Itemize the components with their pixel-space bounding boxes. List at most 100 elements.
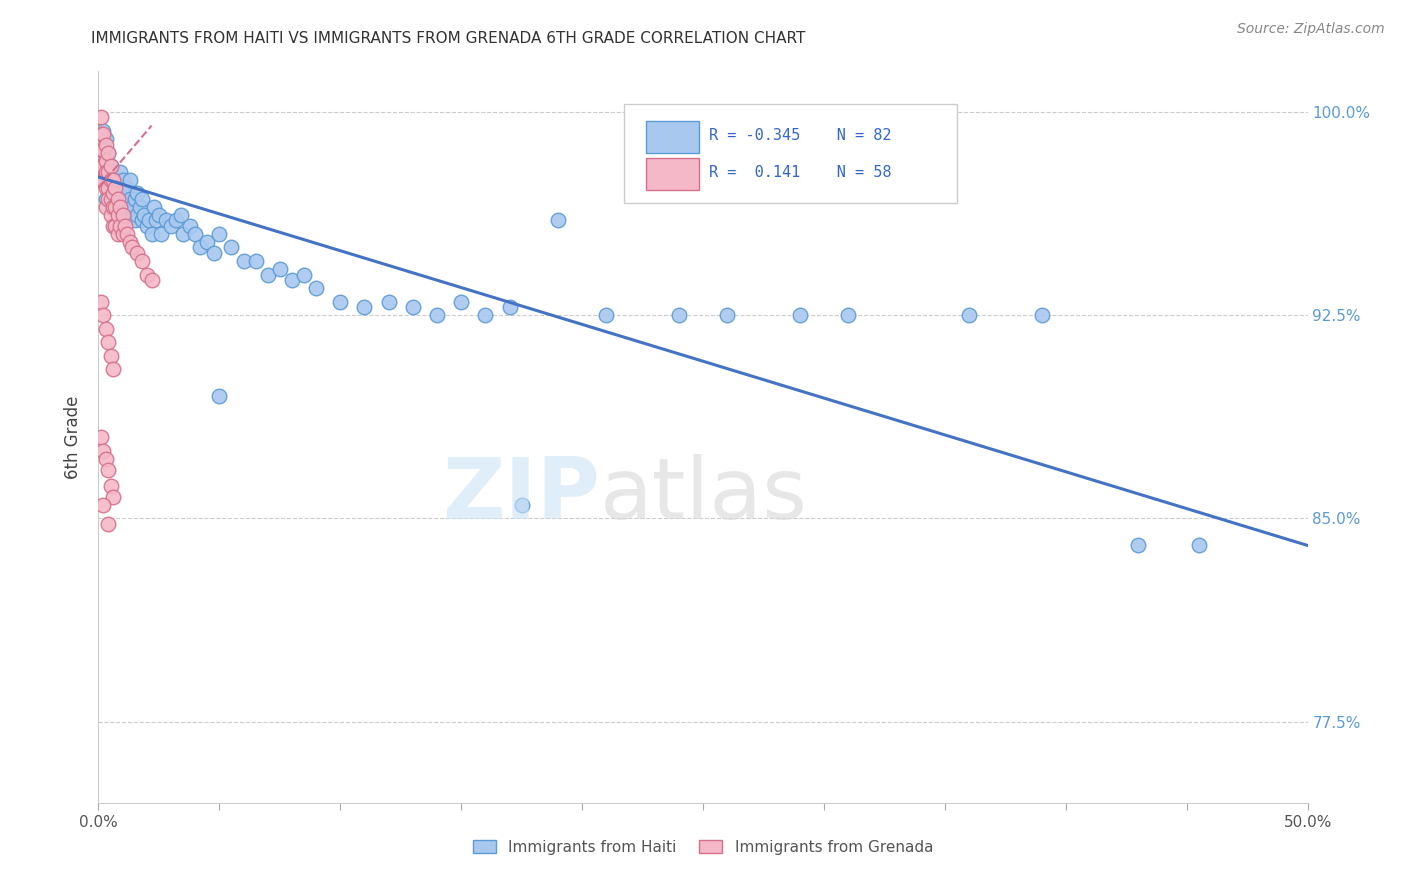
Point bbox=[450, 294, 472, 309]
FancyBboxPatch shape bbox=[647, 120, 699, 153]
Point bbox=[101, 219, 124, 233]
Text: R = -0.345    N = 82: R = -0.345 N = 82 bbox=[709, 128, 891, 143]
Point bbox=[94, 451, 117, 466]
Point bbox=[90, 143, 112, 157]
Point bbox=[90, 159, 112, 173]
Point bbox=[104, 172, 127, 186]
Point bbox=[143, 200, 166, 214]
Point bbox=[208, 389, 231, 403]
Point bbox=[117, 227, 139, 241]
Point bbox=[97, 516, 120, 531]
Point bbox=[100, 159, 122, 173]
Point bbox=[155, 213, 177, 227]
Point bbox=[91, 308, 114, 322]
Point bbox=[1188, 538, 1211, 552]
Point bbox=[245, 254, 267, 268]
Point bbox=[104, 219, 127, 233]
Point bbox=[474, 308, 496, 322]
Point bbox=[547, 213, 569, 227]
Point bbox=[101, 362, 124, 376]
Point bbox=[94, 322, 117, 336]
Point bbox=[118, 192, 141, 206]
Text: IMMIGRANTS FROM HAITI VS IMMIGRANTS FROM GRENADA 6TH GRADE CORRELATION CHART: IMMIGRANTS FROM HAITI VS IMMIGRANTS FROM… bbox=[91, 31, 806, 46]
Point bbox=[101, 490, 124, 504]
Text: R =  0.141    N = 58: R = 0.141 N = 58 bbox=[709, 165, 891, 179]
Point bbox=[837, 308, 859, 322]
Point bbox=[100, 181, 122, 195]
Point bbox=[111, 186, 134, 201]
Point bbox=[91, 498, 114, 512]
Point bbox=[91, 124, 114, 138]
Point bbox=[90, 111, 112, 125]
Text: atlas: atlas bbox=[600, 454, 808, 537]
Point bbox=[94, 164, 117, 178]
Point bbox=[118, 235, 141, 249]
Point bbox=[188, 240, 211, 254]
Point bbox=[1128, 538, 1150, 552]
Point bbox=[94, 164, 117, 178]
Point bbox=[305, 281, 328, 295]
Point bbox=[91, 127, 114, 141]
Point bbox=[97, 181, 120, 195]
Point bbox=[134, 208, 156, 222]
Point bbox=[108, 200, 131, 214]
Point bbox=[94, 132, 117, 146]
Point bbox=[117, 200, 139, 214]
Point bbox=[101, 172, 124, 186]
Point bbox=[91, 172, 114, 186]
Point bbox=[160, 219, 183, 233]
Point bbox=[101, 200, 124, 214]
Point bbox=[108, 219, 131, 233]
Point bbox=[94, 153, 117, 168]
Point bbox=[498, 300, 520, 314]
Point bbox=[127, 245, 149, 260]
Point bbox=[121, 240, 143, 254]
Point bbox=[94, 137, 117, 152]
Point bbox=[232, 254, 254, 268]
Point bbox=[195, 235, 218, 249]
Point bbox=[281, 273, 304, 287]
Point bbox=[94, 181, 117, 195]
Point bbox=[104, 181, 127, 195]
Point bbox=[1031, 308, 1053, 322]
Text: Source: ZipAtlas.com: Source: ZipAtlas.com bbox=[1237, 22, 1385, 37]
Point bbox=[107, 227, 129, 241]
Point bbox=[138, 213, 160, 227]
Point bbox=[402, 300, 425, 314]
Point bbox=[107, 192, 129, 206]
Point bbox=[107, 200, 129, 214]
Point bbox=[169, 208, 191, 222]
Point bbox=[90, 127, 112, 141]
Point bbox=[97, 145, 120, 160]
Point bbox=[128, 200, 150, 214]
Point bbox=[90, 172, 112, 186]
Point bbox=[221, 240, 243, 254]
Point bbox=[595, 308, 617, 322]
Point bbox=[101, 186, 124, 201]
Point bbox=[121, 200, 143, 214]
Point bbox=[101, 192, 124, 206]
Point bbox=[353, 300, 375, 314]
FancyBboxPatch shape bbox=[624, 104, 957, 203]
Point bbox=[91, 159, 114, 173]
Point bbox=[150, 227, 173, 241]
Text: ZIP: ZIP bbox=[443, 454, 600, 537]
Point bbox=[114, 219, 136, 233]
Point bbox=[97, 462, 120, 476]
Point bbox=[269, 262, 291, 277]
Point bbox=[111, 227, 134, 241]
Point bbox=[100, 349, 122, 363]
Point bbox=[179, 219, 201, 233]
Point bbox=[124, 192, 146, 206]
Point bbox=[131, 192, 153, 206]
Point bbox=[107, 208, 129, 222]
Point bbox=[101, 172, 124, 186]
Point bbox=[100, 208, 122, 222]
Point bbox=[111, 208, 134, 222]
Point bbox=[131, 213, 153, 227]
Point bbox=[131, 254, 153, 268]
Point bbox=[135, 219, 157, 233]
Point bbox=[716, 308, 738, 322]
Point bbox=[957, 308, 980, 322]
Point bbox=[208, 227, 231, 241]
